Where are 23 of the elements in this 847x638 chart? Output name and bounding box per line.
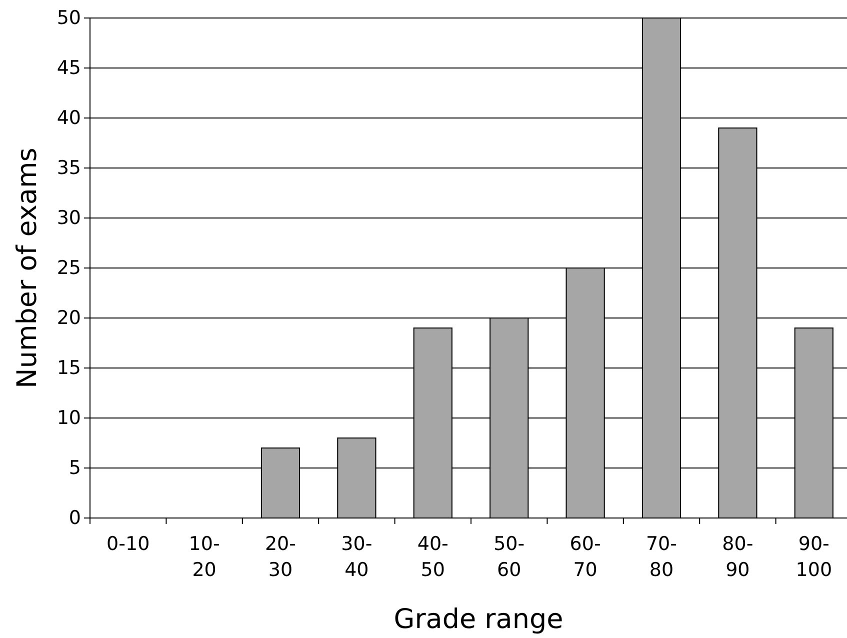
y-tick-label: 45 <box>56 57 81 80</box>
x-tick-label: 20-30 <box>264 533 296 581</box>
y-axis-title: Number of exams <box>12 148 43 388</box>
y-tick-label: 10 <box>56 407 81 430</box>
x-tick-label: 10-20 <box>188 533 220 581</box>
x-tick-label: 50-60 <box>494 533 525 581</box>
y-tick-label: 0 <box>68 507 81 530</box>
x-tick-label: 70-80 <box>646 533 678 581</box>
x-tick-label: 80-90 <box>722 533 754 581</box>
y-tick-label: 50 <box>56 7 81 30</box>
y-tick-label: 20 <box>56 307 81 330</box>
y-tick-label: 35 <box>56 157 81 180</box>
y-tick-label: 5 <box>68 457 81 480</box>
y-tick-label: 15 <box>56 357 81 380</box>
x-tick-label: 90-100 <box>796 533 832 581</box>
x-tick-label: 60-70 <box>570 533 601 581</box>
x-axis-title: Grade range <box>394 604 564 635</box>
x-tick-label: 40-50 <box>417 533 448 581</box>
y-tick-label: 25 <box>56 257 81 280</box>
x-tick-label: 30-40 <box>341 533 372 581</box>
y-tick-label: 40 <box>56 107 81 130</box>
y-tick-label: 30 <box>56 207 81 230</box>
x-tick-label: 0-10 <box>106 533 150 555</box>
